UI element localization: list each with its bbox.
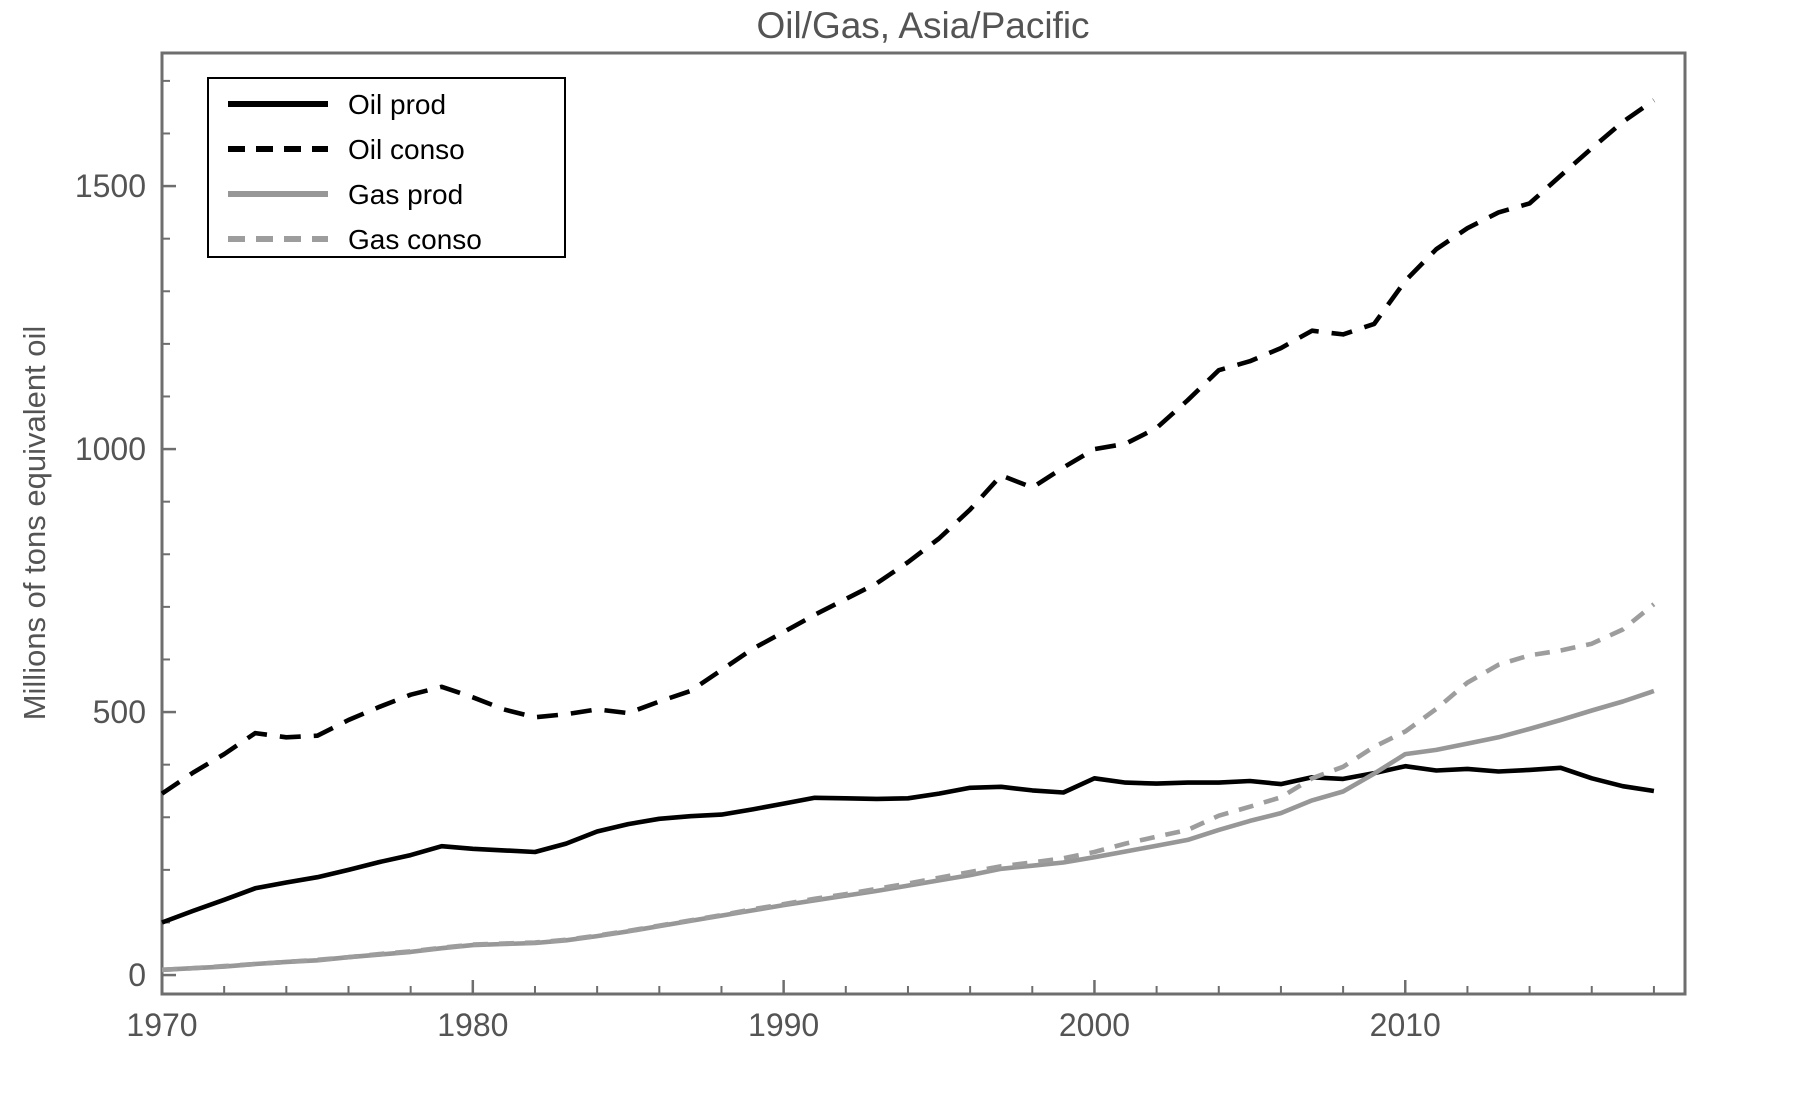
legend-label-oil-prod: Oil prod: [348, 89, 446, 120]
legend-label-gas-conso: Gas conso: [348, 224, 482, 255]
x-axis-tick-label: 1990: [748, 1007, 819, 1043]
x-axis-tick-label: 2010: [1370, 1007, 1441, 1043]
y-axis-tick-label: 1000: [75, 431, 146, 467]
plot-area: 1970 1980 1990 2000 2010 0 500 1000 1500: [75, 51, 1687, 1043]
x-axis-tick-label: 1980: [437, 1007, 508, 1043]
y-axis-label: Millions of tons equivalent oil: [17, 326, 52, 721]
x-axis-tick-label: 2000: [1059, 1007, 1130, 1043]
legend-box: [207, 77, 566, 258]
y-axis-tick-label: 500: [93, 694, 146, 730]
legend-label-gas-prod: Gas prod: [348, 179, 463, 210]
series-line-oil-prod: [161, 763, 1655, 925]
y-axis-tick-label: 0: [128, 957, 146, 993]
chart-title: Oil/Gas, Asia/Pacific: [756, 5, 1089, 46]
legend: Oil prod Oil conso Gas prod Gas conso: [207, 77, 566, 258]
series-line-oil-conso: [160, 98, 1656, 796]
series-line-gas-prod: [161, 688, 1655, 973]
y-axis-tick-label: 1500: [75, 168, 146, 204]
legend-label-oil-conso: Oil conso: [348, 134, 465, 165]
series-line-gas-conso: [161, 602, 1656, 973]
x-axis-tick-label: 1970: [126, 1007, 197, 1043]
plot-frame: [160, 51, 1687, 996]
